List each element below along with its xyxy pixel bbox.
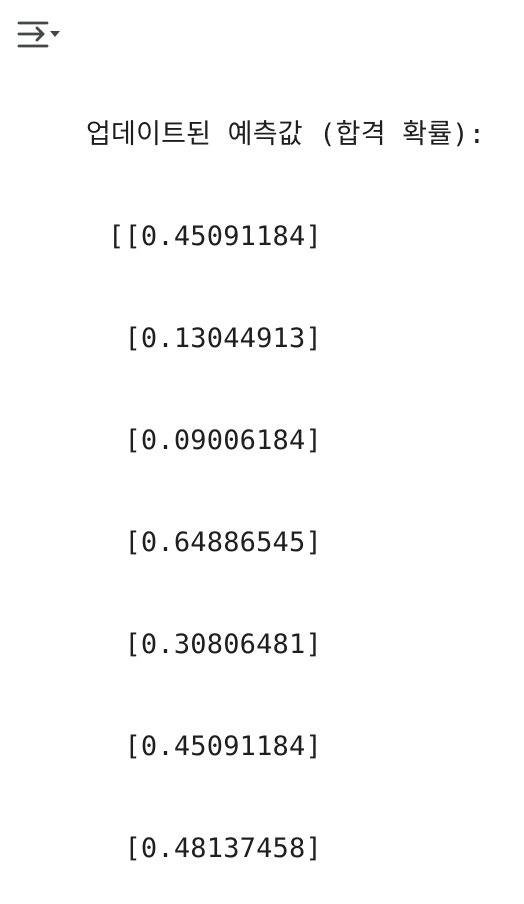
output-collapse-icon[interactable] bbox=[16, 20, 64, 54]
array-line-6: [0.45091184] bbox=[108, 731, 322, 762]
output-text: 업데이트된 예측값 (합격 확률): [[0.45091184] [0.1304… bbox=[86, 50, 485, 904]
array-line-5: [0.30806481] bbox=[108, 629, 322, 660]
array-line-2: [0.13044913] bbox=[108, 323, 322, 354]
array-line-4: [0.64886545] bbox=[108, 527, 322, 558]
array-line-7: [0.48137458] bbox=[108, 833, 322, 864]
array-line-3: [0.09006184] bbox=[108, 425, 322, 456]
array-line-1: [[0.45091184] bbox=[108, 221, 322, 252]
output-heading: 업데이트된 예측값 (합격 확률): bbox=[86, 119, 486, 150]
cell-output: 업데이트된 예측값 (합격 확률): [[0.45091184] [0.1304… bbox=[16, 20, 485, 864]
